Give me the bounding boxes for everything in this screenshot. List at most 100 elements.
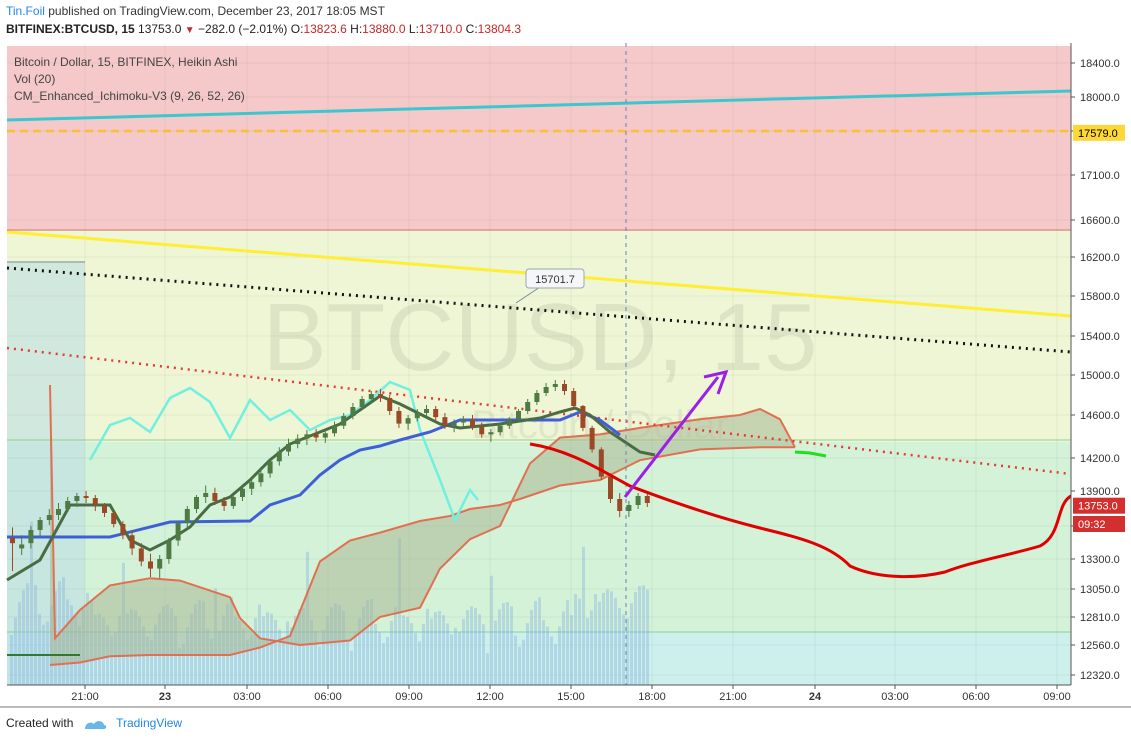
volume-bar <box>218 630 221 685</box>
legend-volume[interactable]: Vol (20) <box>14 72 56 86</box>
volume-bar <box>10 635 13 685</box>
volume-bar <box>638 586 641 685</box>
candle-body <box>433 409 439 418</box>
volume-bar <box>558 626 561 685</box>
publish-text: published on TradingView.com, December 2… <box>48 4 385 18</box>
volume-bar <box>370 598 373 685</box>
candle-body <box>46 515 52 520</box>
price-change: −282.0 (−2.01%) <box>198 22 288 36</box>
volume-bar <box>298 609 301 685</box>
legend-series[interactable]: Bitcoin / Dollar, 15, BITFINEX, Heikin A… <box>14 55 238 69</box>
volume-bar <box>18 602 21 685</box>
price-tick-label: 18000.0 <box>1080 92 1120 104</box>
volume-bar <box>494 620 497 685</box>
close-label: C: <box>465 22 478 36</box>
volume-bar <box>590 610 593 685</box>
green-projection-tail <box>794 450 827 458</box>
candle-body <box>589 427 595 450</box>
volume-bar <box>374 623 377 685</box>
candle-body <box>424 409 429 413</box>
volume-bar <box>26 583 29 685</box>
candle-body <box>92 498 98 505</box>
cloud-area <box>50 385 795 665</box>
volume-bar <box>510 606 513 685</box>
callout-value: 15701.7 <box>535 274 575 286</box>
candle-body <box>516 411 521 420</box>
volume-bar <box>438 611 441 685</box>
volume-bar <box>518 646 521 685</box>
candle-body <box>221 501 227 506</box>
volume-bar <box>210 638 213 685</box>
price-tick-label: 13050.0 <box>1080 584 1120 596</box>
volume-bar <box>430 618 433 685</box>
candle-body <box>378 394 383 398</box>
time-tick-label: 03:00 <box>881 691 909 703</box>
candle-body <box>562 384 567 391</box>
volume-bar <box>250 634 253 685</box>
volume-bar <box>426 608 429 685</box>
last-price: 13753.0 <box>138 22 182 36</box>
callout-pointer <box>515 286 541 304</box>
volume-bar <box>642 585 645 685</box>
price-tag-label: 13753.0 <box>1078 501 1118 513</box>
volume-bar <box>606 589 609 685</box>
time-tick-label: 09:00 <box>1043 691 1071 703</box>
volume-bar <box>46 621 49 685</box>
high-label: H: <box>350 22 363 36</box>
volume-bar <box>622 614 625 685</box>
history-shade <box>7 262 85 685</box>
volume-bar <box>610 591 613 685</box>
price-tick-label: 14200.0 <box>1080 453 1120 465</box>
candle-body <box>626 505 632 511</box>
volume-bar <box>282 638 285 685</box>
candle-body <box>571 391 577 406</box>
candle-body <box>212 493 218 501</box>
candle-body <box>166 540 172 559</box>
candle-body <box>488 432 494 435</box>
volume-bar <box>38 614 41 685</box>
volume-bar <box>270 613 273 685</box>
volume-bar <box>538 597 541 685</box>
volume-bar <box>406 616 409 685</box>
open-value: 13823.6 <box>303 22 347 36</box>
price-tick-label: 12810.0 <box>1080 612 1120 624</box>
legend-ichimoku[interactable]: CM_Enhanced_Ichimoku-V3 (9, 26, 52, 26) <box>14 89 245 103</box>
volume-bar <box>294 615 297 685</box>
volume-bar <box>378 632 381 685</box>
author-link[interactable]: Tin.Foil <box>6 4 45 18</box>
chart-legend: Bitcoin / Dollar, 15, BITFINEX, Heikin A… <box>14 54 245 105</box>
candle-body <box>506 419 512 426</box>
time-tick-label: 15:00 <box>557 691 585 703</box>
volume-bar <box>582 546 585 685</box>
candle-body <box>111 513 117 524</box>
tradingview-link[interactable]: TradingView <box>116 716 183 730</box>
volume-bar <box>346 641 349 685</box>
volume-bar <box>598 601 601 685</box>
volume-bar <box>350 650 353 685</box>
volume-bar <box>110 636 113 685</box>
candle-body <box>258 473 264 483</box>
volume-bar <box>334 603 337 685</box>
volume-bar <box>546 626 549 685</box>
price-tag-label: 17579.0 <box>1078 128 1118 140</box>
candle-body <box>608 476 613 499</box>
volume-bar <box>366 600 369 685</box>
volume-bar <box>242 628 245 685</box>
volume-bar <box>358 618 361 685</box>
volume-bar <box>310 619 313 685</box>
volume-bar <box>522 639 525 685</box>
candle-body <box>10 537 15 544</box>
volume-bar <box>322 629 325 685</box>
price-tag-bg <box>1073 124 1125 141</box>
candle-body <box>552 384 558 387</box>
time-tick-label: 21:00 <box>719 691 747 703</box>
volume-bar <box>514 635 517 685</box>
candle-body <box>534 393 540 402</box>
time-tick-label: 06:00 <box>314 691 342 703</box>
volume-bar <box>586 617 589 685</box>
price-tick-label: 15400.0 <box>1080 331 1120 343</box>
kijun-line <box>7 410 621 539</box>
candle-body <box>580 406 586 428</box>
volume-bar <box>502 603 505 685</box>
